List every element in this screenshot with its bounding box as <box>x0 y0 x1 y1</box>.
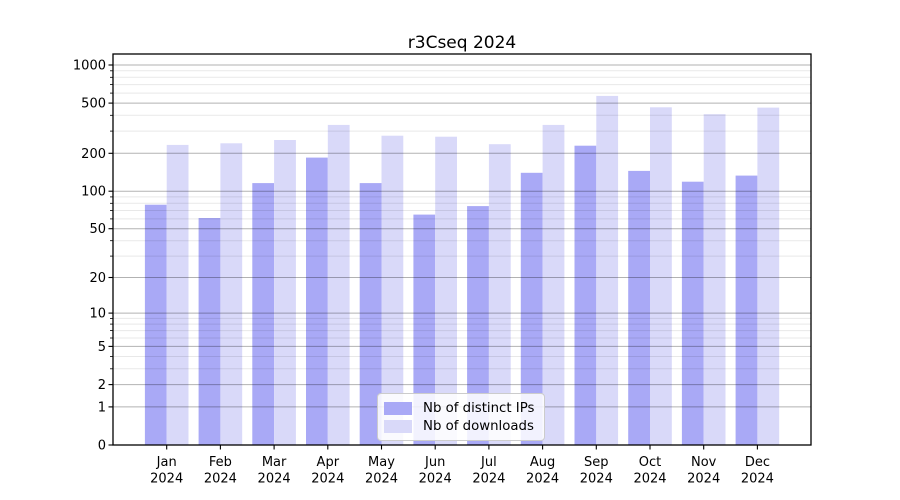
legend-swatch-distinct-ips <box>384 401 412 415</box>
y-tick-label: 20 <box>89 271 106 286</box>
legend-item-downloads: Nb of downloads <box>384 417 544 435</box>
y-tick-label: 5 <box>98 340 106 355</box>
y-tick-label: 10 <box>89 307 106 322</box>
x-tick-label-month: Sep <box>584 455 609 470</box>
bar-distinct-ips-nov <box>681 181 704 445</box>
bar-distinct-ips-jun <box>413 214 436 445</box>
bar-downloads-feb <box>220 143 243 446</box>
bar-distinct-ips-aug <box>520 172 543 446</box>
y-tick-label: 500 <box>81 97 106 112</box>
x-tick-label-year: 2024 <box>580 472 613 487</box>
x-tick-label-month: May <box>368 455 395 470</box>
plot-border <box>112 53 812 446</box>
bar-distinct-ips-apr <box>306 157 328 445</box>
legend-swatch-downloads <box>384 419 412 433</box>
y-tick-label: 0 <box>98 439 106 454</box>
bar-downloads-apr <box>327 124 350 446</box>
x-tick-label-year: 2024 <box>419 472 452 487</box>
x-tick-label-month: Oct <box>639 455 661 470</box>
x-tick-label-year: 2024 <box>472 472 505 487</box>
bar-downloads-nov <box>703 114 726 445</box>
legend-label-distinct-ips: Nb of distinct IPs <box>423 400 535 416</box>
y-tick-label: 2 <box>98 378 106 393</box>
x-tick-label-month: Jun <box>424 455 445 470</box>
x-tick-label-year: 2024 <box>311 472 344 487</box>
legend-item-distinct-ips: Nb of distinct IPs <box>384 399 544 417</box>
bar-downloads-dec <box>757 107 780 445</box>
x-tick-label-year: 2024 <box>526 472 559 487</box>
x-tick-label-year: 2024 <box>204 472 237 487</box>
bar-distinct-ips-jul <box>467 206 489 445</box>
y-tick-label: 200 <box>81 147 106 162</box>
chart-title: r3Cseq 2024 <box>407 33 517 53</box>
bar-downloads-may <box>381 135 404 445</box>
x-tick-label-month: Apr <box>317 455 340 470</box>
bar-distinct-ips-dec <box>735 175 758 445</box>
x-tick-label-year: 2024 <box>741 472 774 487</box>
x-tick-label-month: Aug <box>530 455 555 470</box>
bar-downloads-sep <box>596 95 619 446</box>
y-tick-label: 1 <box>98 400 106 415</box>
y-tick-label: 100 <box>81 185 106 200</box>
x-tick-label-month: Nov <box>691 455 717 470</box>
x-tick-label-month: Jan <box>156 455 177 470</box>
bar-distinct-ips-feb <box>198 218 221 445</box>
x-tick-label-month: Feb <box>209 455 232 470</box>
x-tick-label-year: 2024 <box>687 472 720 487</box>
bar-downloads-aug <box>542 124 565 446</box>
bar-distinct-ips-jan <box>144 204 167 445</box>
bar-downloads-jul <box>488 144 511 445</box>
x-tick-label-month: Dec <box>745 455 770 470</box>
x-tick-label-year: 2024 <box>258 472 291 487</box>
x-tick-label-month: Mar <box>262 455 287 470</box>
x-tick-label-year: 2024 <box>633 472 666 487</box>
bar-distinct-ips-oct <box>628 170 650 445</box>
x-tick-label-year: 2024 <box>150 472 183 487</box>
bar-distinct-ips-may <box>359 183 382 445</box>
legend-label-downloads: Nb of downloads <box>423 418 534 434</box>
bar-downloads-oct <box>650 107 672 446</box>
bar-downloads-mar <box>274 140 296 445</box>
y-tick-label: 1000 <box>73 59 106 74</box>
x-tick-label-month: Jul <box>480 455 497 470</box>
bar-distinct-ips-sep <box>574 145 597 445</box>
bar-distinct-ips-mar <box>252 183 275 445</box>
y-tick-label: 50 <box>89 222 106 237</box>
legend: Nb of distinct IPs Nb of downloads <box>377 393 545 441</box>
bar-downloads-jun <box>435 136 457 445</box>
x-tick-label-year: 2024 <box>365 472 398 487</box>
bar-downloads-jan <box>166 144 189 445</box>
